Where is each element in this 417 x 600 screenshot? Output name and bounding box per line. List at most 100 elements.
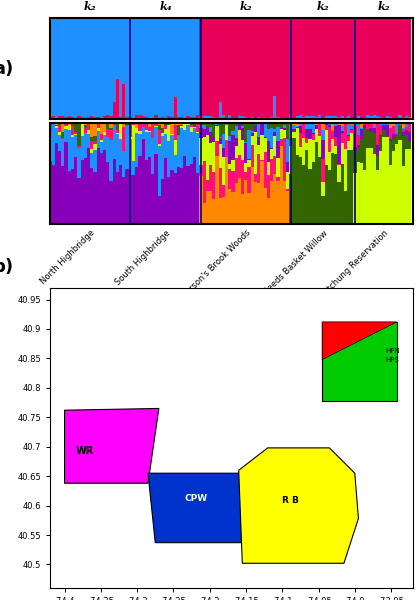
Bar <box>395 123 398 133</box>
Bar <box>302 138 305 164</box>
Bar <box>122 151 126 176</box>
Bar <box>196 115 199 119</box>
Bar <box>126 125 129 126</box>
Bar <box>68 123 71 125</box>
Bar <box>238 178 241 224</box>
Bar <box>68 130 71 172</box>
Bar <box>71 134 74 137</box>
Bar <box>341 18 344 116</box>
Bar <box>135 133 138 167</box>
Bar <box>141 116 145 119</box>
Bar <box>173 123 177 125</box>
Bar <box>222 115 225 119</box>
Bar <box>264 137 267 138</box>
Bar <box>84 123 87 125</box>
Bar <box>337 18 341 117</box>
Bar <box>376 116 379 119</box>
Bar <box>324 125 328 130</box>
Bar <box>141 124 145 127</box>
Bar <box>84 158 87 224</box>
Bar <box>199 117 203 119</box>
Bar <box>216 18 219 119</box>
Bar <box>337 123 341 125</box>
Bar <box>311 124 315 133</box>
Bar <box>341 127 344 131</box>
Bar <box>231 131 235 135</box>
Bar <box>350 125 354 130</box>
Bar <box>366 148 369 224</box>
Bar <box>331 123 334 131</box>
Bar <box>254 131 257 174</box>
Bar <box>286 18 289 118</box>
Bar <box>379 18 382 118</box>
Bar <box>231 160 235 170</box>
Bar <box>405 127 408 130</box>
Bar <box>68 172 71 224</box>
Bar <box>373 18 376 115</box>
Bar <box>305 143 309 150</box>
Bar <box>225 123 228 124</box>
Bar <box>408 132 411 142</box>
Bar <box>276 123 279 127</box>
Bar <box>283 137 286 181</box>
Bar <box>52 124 55 165</box>
Bar <box>296 116 299 119</box>
Bar <box>61 116 65 119</box>
Bar <box>171 170 173 224</box>
Bar <box>87 124 90 130</box>
Bar <box>244 117 247 119</box>
Bar <box>180 168 183 224</box>
Bar <box>65 126 68 129</box>
Bar <box>283 130 286 137</box>
Bar <box>173 18 177 97</box>
Bar <box>141 18 145 116</box>
Bar <box>267 130 270 141</box>
Bar <box>65 142 68 224</box>
Bar <box>238 130 241 155</box>
Bar <box>231 118 235 119</box>
Bar <box>90 137 93 140</box>
Bar <box>71 117 74 119</box>
Bar <box>360 129 363 139</box>
Bar <box>77 148 80 178</box>
Bar <box>126 18 129 117</box>
Text: WR: WR <box>75 446 94 457</box>
Bar <box>337 165 341 182</box>
Bar <box>225 118 228 119</box>
Bar <box>386 116 389 119</box>
Bar <box>379 134 382 136</box>
Bar <box>366 124 369 129</box>
Bar <box>402 136 405 166</box>
Bar <box>209 127 212 132</box>
Bar <box>296 123 299 127</box>
Bar <box>209 165 212 191</box>
Bar <box>126 123 129 125</box>
Bar <box>341 164 344 224</box>
Bar <box>360 128 363 129</box>
Bar <box>241 140 244 160</box>
Bar <box>273 123 276 129</box>
Bar <box>331 18 334 116</box>
Bar <box>116 124 119 130</box>
Bar <box>402 132 405 136</box>
Bar <box>347 150 350 224</box>
Bar <box>376 156 379 170</box>
Bar <box>311 162 315 224</box>
Bar <box>219 18 222 102</box>
Bar <box>186 125 190 166</box>
Bar <box>235 158 238 182</box>
Bar <box>334 125 337 137</box>
Bar <box>145 130 148 131</box>
Bar <box>322 196 324 224</box>
Bar <box>260 124 264 135</box>
Bar <box>109 123 113 128</box>
Bar <box>190 123 193 124</box>
Bar <box>167 116 171 119</box>
Bar <box>93 141 97 144</box>
Bar <box>106 129 109 137</box>
Bar <box>167 141 171 176</box>
Bar <box>382 18 386 118</box>
Bar <box>113 159 116 224</box>
Bar <box>331 116 334 119</box>
Bar <box>196 123 199 124</box>
